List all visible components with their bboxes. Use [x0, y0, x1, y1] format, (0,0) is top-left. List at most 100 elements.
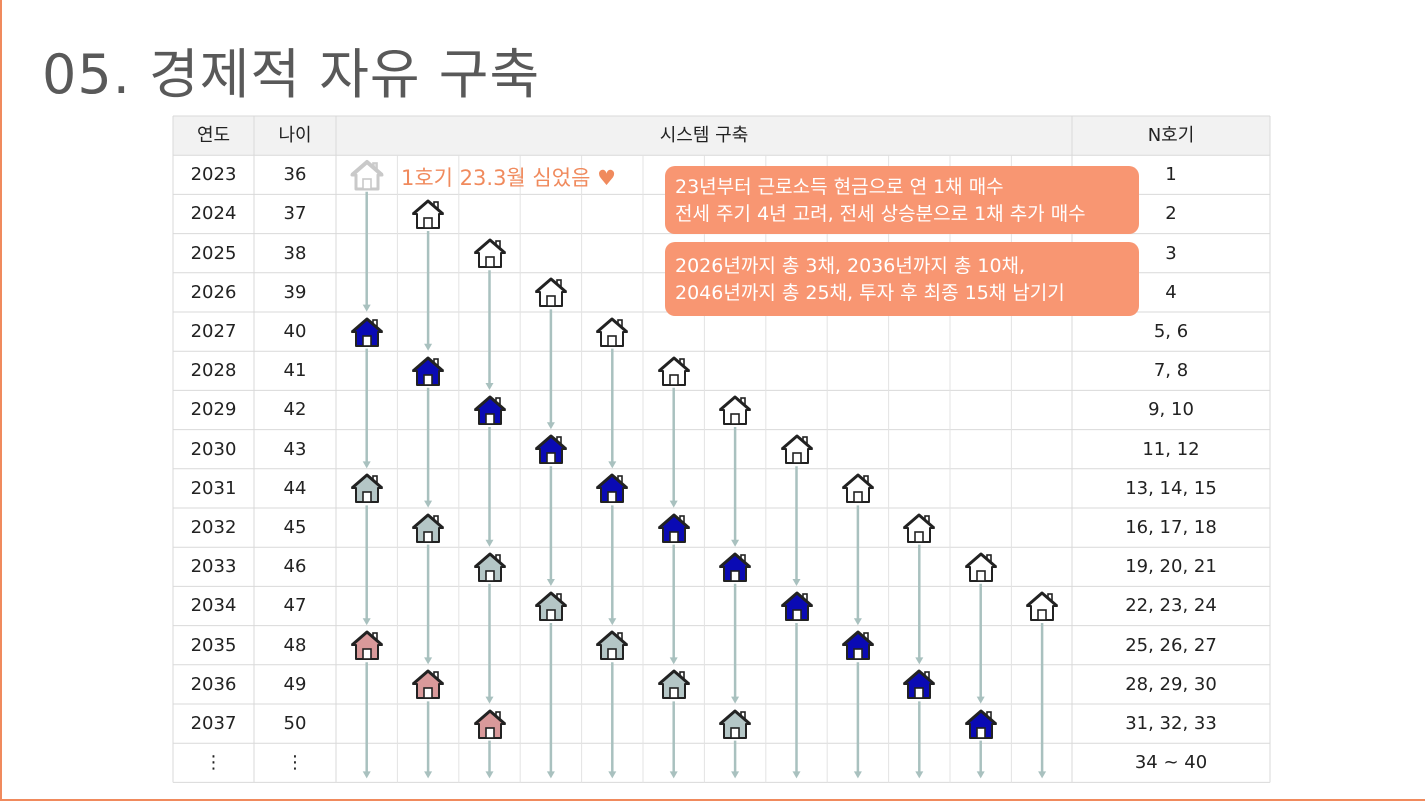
arrow-head	[915, 657, 924, 665]
arrow-head	[424, 500, 433, 508]
house-icon	[350, 159, 384, 191]
house-icon	[350, 472, 384, 504]
callout-targets-line2: 2046년까지 총 25채, 투자 후 최종 15채 남기기	[675, 282, 1065, 304]
row-count: 25, 26, 27	[1125, 634, 1217, 656]
arrow-head	[608, 618, 617, 626]
house-icon	[411, 512, 445, 544]
row-year: 2030	[190, 438, 237, 460]
arrow-head	[976, 771, 985, 779]
row-year: 2026	[190, 281, 237, 303]
row-year: 2028	[190, 360, 237, 382]
house-icon	[657, 512, 691, 544]
house-icon	[780, 433, 814, 465]
arrow-head	[976, 696, 985, 704]
callout-strategy-line1: 23년부터 근로소득 현금으로 연 1채 매수	[675, 176, 1004, 198]
house-icon	[411, 198, 445, 230]
arrow-head	[362, 304, 371, 312]
row-year: 2035	[190, 634, 237, 656]
house-icon	[657, 668, 691, 700]
row-count: 13, 14, 15	[1125, 477, 1217, 499]
row-count: 11, 12	[1142, 438, 1200, 460]
house-icon	[964, 551, 998, 583]
row-count: 4	[1165, 281, 1177, 303]
row-age: 49	[283, 673, 307, 695]
row-age: 45	[283, 517, 307, 538]
arrow-head	[915, 771, 924, 779]
row-year: 2033	[190, 556, 237, 578]
arrow-head	[608, 461, 617, 469]
arrow-head	[546, 422, 555, 430]
row-count: 3	[1165, 242, 1177, 264]
callout-targets-line1: 2026년까지 총 3채, 2036년까지 총 10채,	[675, 255, 1026, 277]
house-icon	[534, 590, 568, 622]
house-icon	[657, 355, 691, 387]
header-system: 시스템 구축	[659, 125, 749, 146]
row-age: 47	[283, 595, 307, 617]
row-count: 2	[1165, 203, 1177, 225]
row-year: ⋮	[204, 752, 223, 774]
house-icon	[718, 551, 752, 583]
row-count: 22, 23, 24	[1125, 595, 1217, 617]
row-age: 48	[283, 634, 307, 656]
house-icon	[780, 590, 814, 622]
house-icon	[902, 668, 936, 700]
house-icon	[595, 629, 629, 661]
house-icon	[534, 433, 568, 465]
row-year: 2037	[190, 713, 237, 734]
row-count: 34 ~ 40	[1134, 752, 1208, 774]
house-icon	[534, 276, 568, 308]
row-age: 39	[283, 281, 307, 303]
arrow-head	[731, 539, 740, 547]
arrow-head	[424, 771, 433, 779]
house-icon	[473, 394, 507, 426]
arrow-head	[669, 657, 678, 665]
row-year: 2023	[190, 164, 237, 186]
house-icon	[411, 668, 445, 700]
arrow-head	[1038, 771, 1047, 779]
row-age: 43	[283, 438, 307, 460]
row-count: 5, 6	[1153, 321, 1189, 342]
arrow-head	[546, 579, 555, 586]
header-count: N호기	[1147, 125, 1195, 146]
row-count: 19, 20, 21	[1125, 556, 1217, 578]
callout-strategy: 23년부터 근로소득 현금으로 연 1채 매수 전세 주기 4년 고려, 전세 …	[665, 166, 1139, 234]
row-age: 46	[283, 556, 307, 578]
header-age: 나이	[278, 125, 312, 146]
arrow-head	[424, 657, 433, 665]
slide-border-left	[0, 0, 2, 801]
arrow-head	[731, 771, 740, 779]
row-age: 40	[283, 321, 307, 342]
house-icon	[841, 629, 875, 661]
arrow-head	[669, 500, 678, 508]
house-icon	[595, 472, 629, 504]
row-count: 9, 10	[1148, 399, 1194, 421]
house-icon	[411, 355, 445, 387]
row-year: 2032	[190, 517, 237, 538]
callout-strategy-line2: 전세 주기 4년 고려, 전세 상승분으로 1채 추가 매수	[675, 203, 1086, 225]
header-year: 연도	[196, 125, 231, 146]
house-icon	[902, 512, 936, 544]
arrow-head	[485, 696, 494, 704]
arrow-head	[853, 618, 862, 626]
first-house-note: 1호기 23.3월 심었음 ♥	[401, 166, 616, 190]
row-age: 42	[283, 399, 307, 421]
arrow-head	[608, 771, 617, 779]
arrow-head	[362, 618, 371, 626]
arrow-head	[792, 579, 801, 586]
house-icon	[350, 316, 384, 348]
house-icon	[473, 237, 507, 269]
row-year: 2034	[190, 595, 237, 617]
row-count: 16, 17, 18	[1125, 517, 1217, 538]
arrow-head	[853, 771, 862, 779]
row-year: 2031	[190, 477, 237, 499]
row-year: 2029	[190, 399, 237, 421]
row-year: 2025	[190, 242, 237, 264]
house-icon	[964, 708, 998, 740]
house-icon	[841, 472, 875, 504]
row-count: 31, 32, 33	[1125, 713, 1217, 734]
row-count: 28, 29, 30	[1125, 673, 1217, 695]
house-icon	[473, 708, 507, 740]
arrow-head	[485, 539, 494, 547]
row-age: 38	[283, 242, 307, 264]
